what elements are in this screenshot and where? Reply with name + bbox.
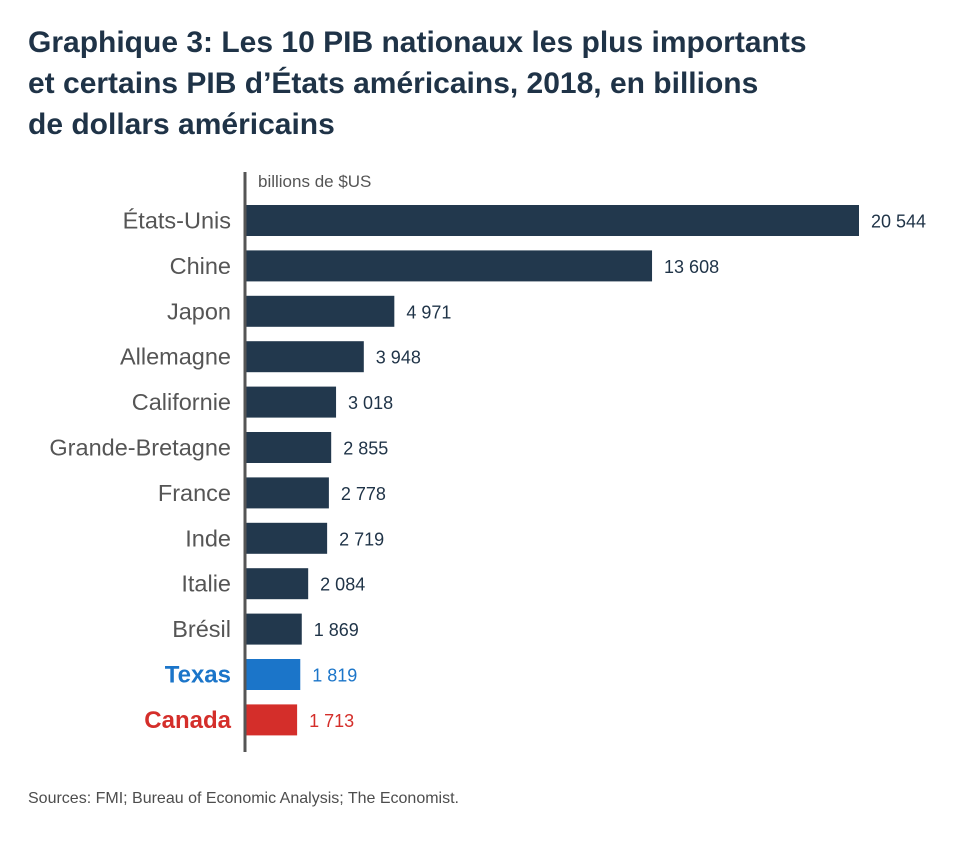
bar-group-etats-unis: États-Unis 20 544 xyxy=(123,205,926,236)
bar-group-grande-bretagne: Grande-Bretagne 2 855 xyxy=(49,432,388,463)
category-label-chine: Chine xyxy=(170,253,231,279)
bar-canada xyxy=(246,704,298,736)
value-label-texas: 1 819 xyxy=(312,666,357,686)
category-label-italie: Italie xyxy=(181,571,231,597)
value-label-japon: 4 971 xyxy=(406,302,451,322)
chart-title: Graphique 3: Les 10 PIB nationaux les pl… xyxy=(28,22,908,145)
value-label-bresil: 1 869 xyxy=(314,620,359,640)
bar-group-bresil: Brésil 1 869 xyxy=(172,613,359,645)
source-note: Sources: FMI; Bureau of Economic Analysi… xyxy=(28,790,459,807)
category-label-inde: Inde xyxy=(185,525,231,551)
value-label-allemagne: 3 948 xyxy=(376,348,421,368)
bar-texas xyxy=(246,659,301,690)
value-label-inde: 2 719 xyxy=(339,529,384,549)
bar-group-france: France 2 778 xyxy=(158,477,386,509)
bar-group-allemagne: Allemagne 3 948 xyxy=(120,341,421,373)
value-label-canada: 1 713 xyxy=(309,711,354,731)
category-label-californie: Californie xyxy=(132,389,231,415)
bar-chart: billions de $US États-Unis 20 544 Chine 13 … xyxy=(49,172,926,752)
bar-group-japon: Japon 4 971 xyxy=(167,295,451,327)
bar-group-chine: Chine 13 608 xyxy=(170,250,719,282)
category-label-canada: Canada xyxy=(144,707,231,734)
value-label-grande-bretagne: 2 855 xyxy=(343,439,388,459)
category-label-grande-bretagne: Grande-Bretagne xyxy=(49,435,231,461)
unit-label: billions de $US xyxy=(258,172,371,191)
bar-italie xyxy=(246,568,309,600)
category-label-etats-unis: États-Unis xyxy=(123,208,231,234)
value-label-californie: 3 018 xyxy=(348,393,393,413)
chart-title-line-1: Graphique 3: Les 10 PIB nationaux les pl… xyxy=(28,26,807,59)
category-label-texas: Texas xyxy=(165,662,231,689)
bar-bresil xyxy=(246,613,302,645)
bar-chine xyxy=(246,250,653,282)
category-label-bresil: Brésil xyxy=(172,616,231,642)
bar-france xyxy=(246,477,329,509)
bar-group-italie: Italie 2 084 xyxy=(181,568,365,600)
chart-title-line-3: de dollars américains xyxy=(28,108,335,141)
value-label-chine: 13 608 xyxy=(664,257,719,277)
bar-group-inde: Inde 2 719 xyxy=(185,522,384,554)
value-label-france: 2 778 xyxy=(341,484,386,504)
chart-title-line-2: et certains PIB d’États américains, 2018… xyxy=(28,67,759,100)
bar-group-californie: Californie 3 018 xyxy=(132,386,393,418)
category-label-france: France xyxy=(158,480,231,506)
value-label-etats-unis: 20 544 xyxy=(871,212,926,232)
bar-etats-unis xyxy=(246,205,859,236)
bar-group-texas: Texas 1 819 xyxy=(165,659,357,690)
bar-japon xyxy=(246,295,395,327)
category-label-allemagne: Allemagne xyxy=(120,344,231,370)
bar-allemagne xyxy=(246,341,364,373)
bar-grande-bretagne xyxy=(246,432,332,463)
bar-inde xyxy=(246,522,328,554)
value-label-italie: 2 084 xyxy=(320,575,365,595)
bar-californie xyxy=(246,386,337,418)
category-label-japon: Japon xyxy=(167,298,231,324)
bars-layer: États-Unis 20 544 Chine 13 608 Japon 4 971 All… xyxy=(49,205,926,736)
bar-group-canada: Canada 1 713 xyxy=(144,704,354,736)
